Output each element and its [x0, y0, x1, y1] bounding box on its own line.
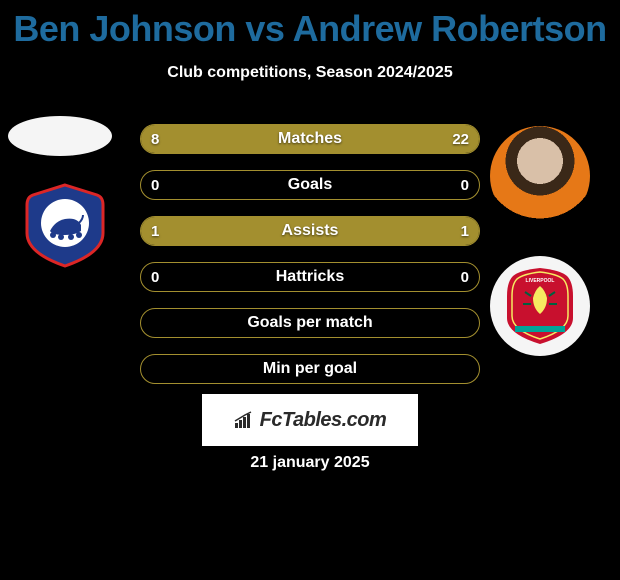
stat-value-right: 0	[461, 171, 469, 199]
stat-value-right: 0	[461, 263, 469, 291]
stat-label: Goals per match	[141, 309, 479, 337]
stat-label: Min per goal	[141, 355, 479, 383]
stat-row-assists: 1 Assists 1	[140, 216, 480, 246]
stat-row-goals-per-match: Goals per match	[140, 308, 480, 338]
subtitle: Club competitions, Season 2024/2025	[0, 64, 620, 82]
stat-row-matches: 8 Matches 22	[140, 124, 480, 154]
stat-label: Matches	[141, 125, 479, 153]
player-left-avatar	[8, 116, 112, 156]
player-right-avatar	[490, 126, 590, 226]
liverpool-badge-icon: LIVERPOOL	[505, 266, 575, 346]
player-left-club-badge	[20, 180, 110, 270]
brand-box: FcTables.com	[202, 394, 418, 446]
stat-value-right: 1	[461, 217, 469, 245]
stat-label: Assists	[141, 217, 479, 245]
page-title: Ben Johnson vs Andrew Robertson	[0, 0, 620, 50]
brand-chart-icon	[234, 411, 256, 429]
svg-text:LIVERPOOL: LIVERPOOL	[526, 278, 555, 284]
stat-row-min-per-goal: Min per goal	[140, 354, 480, 384]
brand-text: FcTables.com	[260, 409, 387, 432]
stat-label: Hattricks	[141, 263, 479, 291]
stats-container: 8 Matches 22 0 Goals 0 1 Assists 1 0 Hat…	[140, 124, 480, 400]
date-text: 21 january 2025	[0, 454, 620, 472]
player-right-club-badge: LIVERPOOL	[490, 256, 590, 356]
stat-value-right: 22	[452, 125, 469, 153]
stat-row-hattricks: 0 Hattricks 0	[140, 262, 480, 292]
ipswich-badge-icon	[25, 183, 105, 268]
stat-row-goals: 0 Goals 0	[140, 170, 480, 200]
stat-label: Goals	[141, 171, 479, 199]
